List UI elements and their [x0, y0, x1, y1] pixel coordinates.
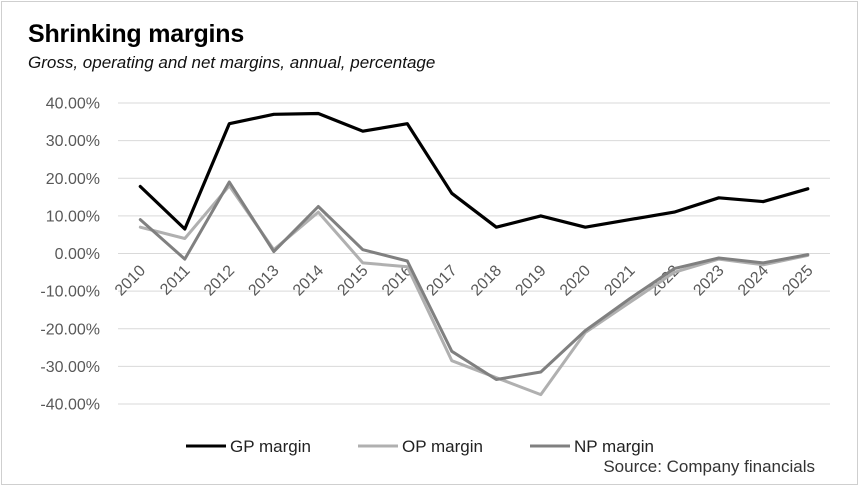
series-lines: [138, 111, 810, 397]
chart-title: Shrinking margins: [28, 20, 245, 48]
x-tick-label: 2019: [512, 262, 549, 299]
x-tick-label: 2012: [201, 262, 238, 299]
y-tick-label: -40.00%: [40, 397, 100, 414]
legend-label: GP margin: [230, 437, 311, 456]
x-tick-label: 2020: [557, 262, 594, 299]
x-tick-label: 2011: [157, 262, 193, 298]
legend: GP margin OP margin NP margin: [186, 437, 654, 456]
y-tick-label: -10.00%: [40, 284, 100, 301]
y-tick-label: 20.00%: [46, 171, 100, 188]
x-tick-label: 2015: [334, 262, 371, 299]
y-tick-label: 40.00%: [46, 96, 100, 113]
y-tick-label: 10.00%: [46, 208, 100, 225]
x-tick-label: 2017: [423, 262, 460, 299]
grid-lines: [118, 102, 830, 405]
legend-label: NP margin: [574, 437, 654, 456]
x-tick-label: 2023: [690, 262, 727, 299]
source-note: Source: Company financials: [603, 457, 815, 476]
y-tick-label: 0.00%: [55, 246, 100, 263]
legend-label: OP margin: [402, 437, 483, 456]
x-axis-ticks: 2010 2011 2012 2013 2014 2015 2016 2017 2018 2019…: [112, 262, 817, 299]
x-tick-label: 2018: [468, 262, 505, 299]
x-tick-label: 2025: [779, 262, 816, 299]
y-tick-label: 30.00%: [46, 133, 100, 150]
x-tick-label: 2021: [601, 262, 638, 299]
series-line-gp-margin: [138, 111, 810, 231]
x-tick-label: 2010: [112, 262, 149, 299]
x-tick-label: 2014: [290, 262, 327, 299]
series-line-np-margin: [138, 180, 810, 381]
y-axis-ticks: 40.00% 30.00% 20.00% 10.00% 0.00% -10.00% -20.…: [40, 96, 100, 414]
x-tick-label: 2024: [735, 262, 772, 299]
y-tick-label: -20.00%: [40, 321, 100, 338]
chart-subtitle: Gross, operating and net margins, annual…: [28, 53, 436, 72]
x-tick-label: 2013: [245, 262, 282, 299]
y-tick-label: -30.00%: [40, 359, 100, 376]
